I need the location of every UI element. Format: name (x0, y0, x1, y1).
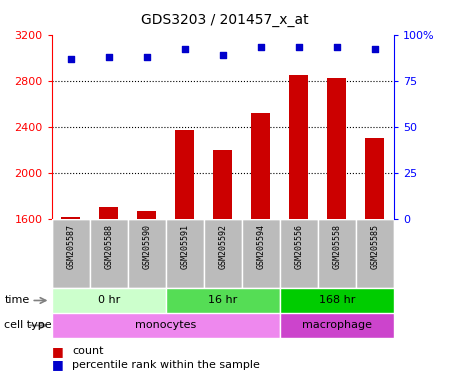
Text: 0 hr: 0 hr (98, 295, 120, 306)
Text: GSM205585: GSM205585 (370, 224, 379, 270)
Text: GSM205590: GSM205590 (142, 224, 151, 270)
Bar (61, 217, 80, 219)
Text: ■: ■ (52, 358, 63, 371)
Point (295, 45, 302, 51)
Text: cell type: cell type (4, 320, 52, 331)
Point (219, 52, 226, 58)
Text: ■: ■ (52, 345, 63, 358)
Text: GSM205587: GSM205587 (66, 224, 75, 270)
Bar (175, 130, 194, 219)
Text: time: time (4, 295, 30, 306)
Point (67, 55, 74, 61)
Text: count: count (72, 346, 104, 356)
Text: GSM205594: GSM205594 (256, 224, 265, 270)
Point (371, 46, 378, 52)
Text: 168 hr: 168 hr (319, 295, 355, 306)
Bar (213, 150, 232, 219)
Point (143, 54, 150, 60)
Bar (90, 219, 128, 288)
Point (257, 45, 264, 51)
Text: GSM205588: GSM205588 (104, 224, 113, 270)
Bar (356, 219, 394, 288)
Text: percentile rank within the sample: percentile rank within the sample (72, 360, 260, 370)
Bar (318, 219, 356, 288)
Bar (280, 288, 394, 313)
Point (181, 46, 189, 52)
Bar (128, 219, 166, 288)
Point (333, 45, 340, 51)
Text: GSM205558: GSM205558 (332, 224, 341, 270)
Bar (251, 113, 270, 219)
Bar (52, 313, 280, 338)
Bar (280, 219, 318, 288)
Text: monocytes: monocytes (135, 320, 196, 331)
Bar (365, 138, 384, 219)
Bar (280, 313, 394, 338)
Bar (137, 211, 156, 219)
Bar (327, 78, 346, 219)
Bar (52, 288, 166, 313)
Text: 16 hr: 16 hr (208, 295, 238, 306)
Bar (166, 288, 280, 313)
Bar (166, 219, 204, 288)
Text: GSM205556: GSM205556 (294, 224, 303, 270)
Text: GSM205591: GSM205591 (180, 224, 189, 270)
Bar (52, 219, 90, 288)
Text: GDS3203 / 201457_x_at: GDS3203 / 201457_x_at (141, 13, 309, 27)
Text: GSM205592: GSM205592 (218, 224, 227, 270)
Bar (99, 207, 118, 219)
Point (105, 54, 112, 60)
Bar (204, 219, 242, 288)
Bar (242, 219, 280, 288)
Text: macrophage: macrophage (302, 320, 372, 331)
Bar (289, 75, 308, 219)
